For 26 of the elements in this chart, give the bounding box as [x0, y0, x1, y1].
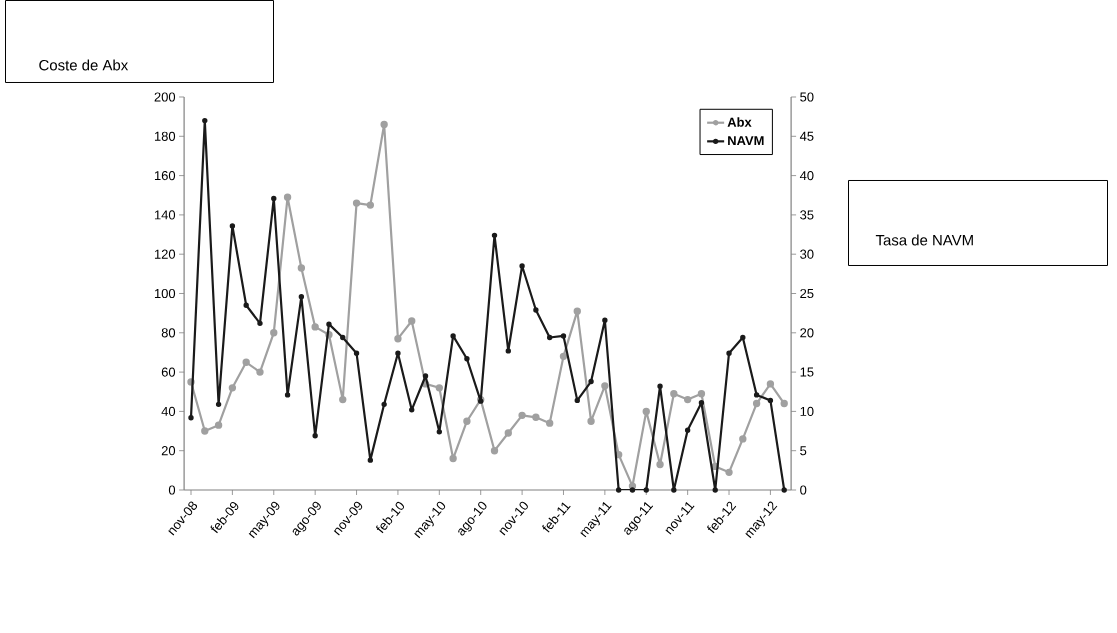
y-tick-label: 200	[154, 92, 176, 102]
y2-tick-label: 45	[799, 131, 814, 141]
y-tick-label: 160	[154, 171, 176, 181]
y2-tick-label: 5	[800, 446, 807, 456]
legend-label: Abx	[727, 117, 752, 127]
y-tick-label: 20	[161, 446, 176, 456]
y2-axis-title: Tasa de NAVM	[875, 234, 973, 246]
y-tick-label: 120	[154, 249, 176, 259]
y-axis-title: Coste de Abx	[39, 59, 129, 71]
y2-tick-label: 50	[800, 92, 814, 102]
y-tick-label: 140	[154, 210, 176, 220]
y-tick-label: 180	[154, 131, 176, 141]
legend-label: NAVM	[728, 136, 764, 146]
y-tick-label: 100	[154, 288, 176, 299]
y2-tick-label: 40	[799, 171, 814, 181]
y2-tick-label: 10	[800, 406, 814, 416]
y-tick-label: 40	[161, 406, 176, 416]
y2-tick-label: 0	[800, 485, 807, 495]
y2-tick-label: 25	[800, 288, 814, 299]
y-tick-label: 80	[161, 328, 176, 338]
y-tick-label: 0	[168, 485, 176, 495]
y2-tick-label: 35	[800, 210, 814, 220]
y2-tick-label: 30	[800, 249, 814, 259]
y2-tick-label: 15	[800, 367, 814, 377]
y2-tick-label: 20	[800, 328, 814, 338]
y-tick-label: 60	[161, 367, 176, 377]
